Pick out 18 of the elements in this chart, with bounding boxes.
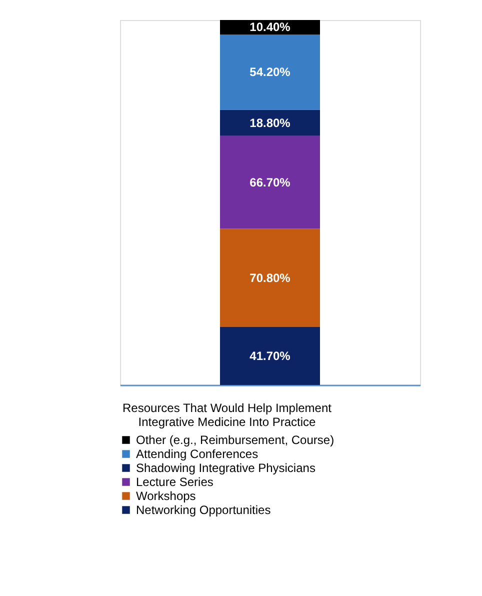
bar xyxy=(220,110,320,136)
legend-title: Resources That Would Help Implement Integrative Medicine Into Practice xyxy=(122,401,332,429)
data-label: 41.70% xyxy=(250,349,291,364)
legend-label: Shadowing Integrative Physicians xyxy=(136,461,316,475)
data-label: 18.80% xyxy=(250,116,291,130)
data-label: 10.40% xyxy=(250,20,291,34)
bar xyxy=(220,34,320,110)
data-label: 54.20% xyxy=(250,65,291,80)
legend-label: Lecture Series xyxy=(136,475,214,489)
data-label: 70.80% xyxy=(250,270,291,285)
legend-label: Workshops xyxy=(136,489,196,503)
legend-label: Networking Opportunities xyxy=(136,503,271,517)
data-label: 66.70% xyxy=(250,175,291,190)
legend-label: Attending Conferences xyxy=(136,447,258,461)
legend-label: Other (e.g., Reimbursement, Course) xyxy=(136,433,334,447)
bar xyxy=(220,228,320,328)
bar xyxy=(220,136,320,229)
bar xyxy=(220,327,320,385)
